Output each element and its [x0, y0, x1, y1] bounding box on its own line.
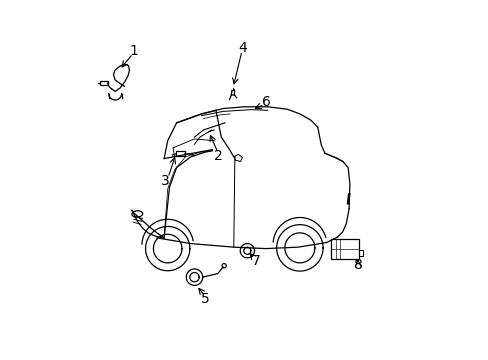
Bar: [100, 81, 107, 85]
Text: 5: 5: [201, 292, 209, 306]
Text: 2: 2: [214, 149, 223, 163]
Text: 7: 7: [251, 255, 260, 269]
Text: 4: 4: [238, 41, 246, 55]
Text: 3: 3: [161, 174, 169, 188]
Text: 1: 1: [129, 44, 138, 58]
Bar: [176, 151, 184, 156]
Text: 6: 6: [262, 95, 270, 109]
Bar: [358, 250, 362, 256]
Text: 8: 8: [353, 258, 362, 272]
Bar: [331, 239, 358, 259]
